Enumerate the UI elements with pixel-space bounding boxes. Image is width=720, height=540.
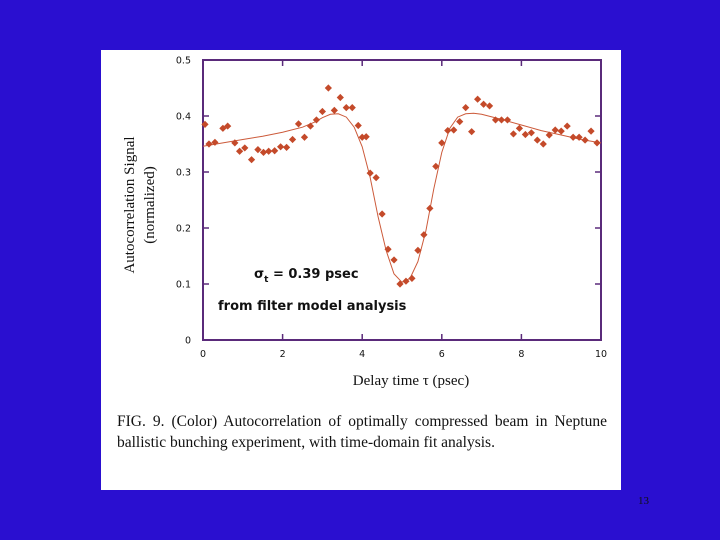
data-point xyxy=(503,116,512,124)
data-point xyxy=(336,93,344,102)
data-point xyxy=(426,204,434,212)
data-point xyxy=(330,106,338,114)
data-point xyxy=(414,246,422,254)
data-point xyxy=(545,131,553,139)
data-point xyxy=(224,122,232,130)
y-axis-title: Autocorrelation Signal xyxy=(122,136,138,273)
data-point xyxy=(450,126,458,134)
x-tick-label: 10 xyxy=(595,349,607,360)
data-point xyxy=(358,133,366,141)
data-point xyxy=(324,84,332,92)
x-tick-label: 6 xyxy=(439,349,445,360)
data-markers xyxy=(201,84,601,288)
data-point xyxy=(271,147,279,155)
data-point xyxy=(474,95,482,103)
data-point xyxy=(236,147,244,155)
annotation-method: from filter model analysis xyxy=(218,299,407,314)
data-point xyxy=(491,116,500,124)
data-point xyxy=(563,122,571,130)
data-point xyxy=(384,245,392,253)
data-point xyxy=(539,140,547,148)
data-point xyxy=(497,116,506,124)
y-axis-subtitle: (normalized) xyxy=(142,166,158,243)
x-tick-label: 2 xyxy=(280,349,286,360)
data-point xyxy=(348,104,356,112)
x-axis-ticks: 0 2 4 6 8 10 xyxy=(200,60,607,360)
plot-area xyxy=(202,59,602,341)
y-tick-label: 0.2 xyxy=(176,224,191,235)
data-point xyxy=(533,136,541,144)
data-point xyxy=(569,133,577,141)
x-tick-label: 8 xyxy=(518,349,524,360)
data-point xyxy=(372,174,380,182)
data-point xyxy=(201,120,209,128)
y-tick-label: 0.1 xyxy=(176,280,191,291)
y-tick-label: 0 xyxy=(185,336,191,347)
data-point xyxy=(390,256,398,264)
data-point xyxy=(468,128,476,136)
page-number: 13 xyxy=(638,495,649,507)
data-point xyxy=(515,124,524,132)
data-point xyxy=(312,116,321,124)
data-point xyxy=(456,118,464,126)
data-point xyxy=(509,130,518,138)
fit-curve xyxy=(202,112,602,283)
data-point xyxy=(402,277,410,285)
data-point xyxy=(318,107,326,116)
data-point xyxy=(438,139,446,147)
plot-frame xyxy=(202,59,602,341)
data-point xyxy=(205,140,213,148)
data-point xyxy=(551,126,559,134)
data-point xyxy=(575,133,583,141)
data-point xyxy=(288,135,297,144)
data-point xyxy=(265,147,273,155)
caption-text: FIG. 9. (Color) Autocorrelation of optim… xyxy=(117,413,607,451)
data-point xyxy=(527,129,535,137)
data-point xyxy=(420,231,428,239)
y-axis-ticks: 0 0.1 0.2 0.3 0.4 0.5 xyxy=(176,56,601,347)
data-point xyxy=(378,210,386,218)
data-point xyxy=(587,127,595,135)
data-point xyxy=(557,127,565,135)
data-point xyxy=(581,136,589,144)
x-tick-label: 0 xyxy=(200,349,206,360)
data-point xyxy=(300,133,309,141)
data-point xyxy=(294,120,303,128)
y-tick-label: 0.3 xyxy=(176,168,191,179)
data-point xyxy=(366,169,374,177)
data-point xyxy=(593,139,601,147)
data-point xyxy=(247,156,256,164)
x-tick-label: 4 xyxy=(359,349,365,360)
data-point xyxy=(277,143,285,151)
chart: 0 2 4 6 8 10 00.10.20.30.40.5 σt = 0.39 psec … xyxy=(122,56,607,390)
data-point xyxy=(354,121,362,130)
slide-card: 0 2 4 6 8 10 0 0.1 0.2 0.3 0.4 0.5 σt = 0.39 psec … xyxy=(101,50,621,490)
data-point xyxy=(432,162,440,170)
x-axis-title: Delay time τ (psec) xyxy=(353,373,469,389)
data-point xyxy=(306,122,315,130)
annotation-sigma: σt = 0.39 psec xyxy=(254,267,359,285)
y-tick-label: 0.4 xyxy=(176,112,191,123)
data-point xyxy=(211,138,219,146)
data-point xyxy=(231,139,239,147)
data-point xyxy=(462,104,470,112)
data-point xyxy=(408,274,416,282)
data-point xyxy=(362,133,370,141)
y-tick-label: 0.5 xyxy=(176,56,191,67)
figure-caption: FIG. 9. (Color) Autocorrelation of optim… xyxy=(117,411,607,453)
data-point xyxy=(485,102,494,110)
data-point xyxy=(521,130,529,139)
data-point xyxy=(479,100,488,108)
data-point xyxy=(254,146,262,154)
data-point xyxy=(282,143,291,151)
data-point xyxy=(396,280,404,288)
